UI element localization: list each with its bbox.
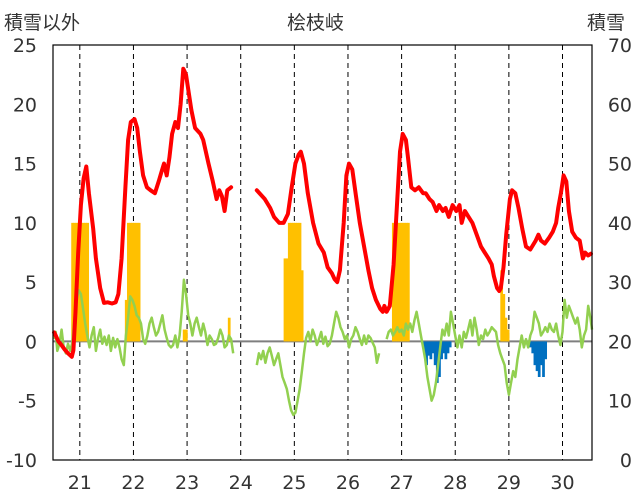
positive-bar [77, 222, 81, 342]
negative-bar [423, 341, 426, 354]
negative-bar [446, 341, 450, 354]
positive-bar [182, 329, 186, 342]
positive-bar [287, 222, 291, 342]
snow-depth-line [52, 66, 234, 359]
negative-bar [448, 341, 452, 348]
negative-bar [425, 341, 428, 366]
left-tick-label: 10 [13, 213, 37, 235]
x-tick-label: 28 [443, 472, 467, 494]
positive-bar [300, 270, 304, 342]
temperature-line [255, 310, 381, 417]
temperature-line [52, 278, 235, 367]
left-tick-label: -10 [6, 450, 37, 472]
positive-bar [133, 222, 137, 342]
positive-bar [402, 222, 406, 342]
left-tick-label: -5 [18, 391, 37, 413]
positive-bar [73, 222, 77, 342]
positive-bar [500, 270, 504, 342]
positive-bar [296, 222, 300, 342]
bar-series [71, 222, 548, 383]
plot-frame [52, 44, 593, 461]
x-tick-label: 24 [229, 472, 253, 494]
x-tick-label: 29 [497, 472, 521, 494]
positive-bar [290, 222, 293, 342]
positive-bar [504, 317, 508, 342]
positive-bar [86, 222, 89, 342]
negative-bar [531, 341, 535, 354]
tick-labels: -10 -5 0 5 10 15 20 25 0 10 20 30 40 50 60 70 21 22 23 24 25… [6, 35, 632, 494]
snow-depth-series [52, 66, 593, 359]
right-tick-label: 40 [608, 213, 632, 235]
negative-bar [427, 341, 431, 356]
positive-bar [227, 317, 231, 342]
positive-bar [298, 222, 302, 342]
positive-bar [129, 222, 132, 342]
positive-bar [71, 222, 74, 342]
positive-bar [406, 222, 410, 342]
positive-bar [404, 222, 408, 342]
negative-bar [442, 341, 446, 354]
positive-bar [283, 258, 287, 342]
positive-bar [394, 222, 397, 342]
positive-bar [400, 222, 404, 342]
x-tick-label: 25 [282, 472, 306, 494]
chart-title: 桧枝岐 [287, 12, 345, 34]
negative-bar [544, 341, 548, 360]
positive-bar [292, 222, 295, 342]
left-tick-label: 5 [25, 272, 37, 294]
negative-bar [535, 341, 539, 372]
negative-bar [533, 341, 537, 366]
negative-bar [429, 341, 433, 360]
right-tick-label: 30 [608, 272, 632, 294]
negative-bar [444, 341, 448, 360]
positive-bar [398, 222, 402, 342]
axes [52, 44, 593, 461]
negative-bar [539, 341, 543, 366]
positive-bar [81, 222, 85, 342]
positive-bar [285, 258, 289, 342]
x-tick-label: 23 [175, 472, 199, 494]
negative-bar [440, 341, 443, 360]
positive-bar [184, 329, 188, 342]
left-tick-label: 15 [13, 154, 37, 176]
positive-bar [294, 222, 298, 342]
positive-bar [127, 222, 130, 342]
x-tick-label: 21 [68, 472, 92, 494]
right-tick-label: 0 [620, 450, 632, 472]
positive-bar [137, 222, 141, 342]
snow-depth-line [254, 131, 593, 314]
right-tick-label: 20 [608, 331, 632, 353]
negative-bar [537, 341, 541, 377]
left-tick-label: 25 [13, 35, 37, 57]
x-tick-label: 22 [121, 472, 145, 494]
negative-bar [431, 341, 435, 354]
x-tick-label: 26 [336, 472, 360, 494]
right-tick-label: 10 [608, 391, 632, 413]
left-tick-label: 20 [13, 94, 37, 116]
positive-bar [79, 222, 83, 342]
positive-bar [506, 329, 510, 342]
positive-bar [84, 222, 87, 342]
positive-bar [131, 222, 135, 342]
x-tick-label: 27 [390, 472, 414, 494]
temperature-line [385, 298, 594, 402]
x-tick-label: 30 [550, 472, 574, 494]
right-tick-label: 60 [608, 94, 632, 116]
left-tick-label: 0 [25, 331, 37, 353]
temperature-series [52, 278, 594, 417]
right-tick-label: 50 [608, 154, 632, 176]
positive-bar [502, 294, 506, 342]
positive-bar [124, 299, 128, 342]
negative-bar [542, 341, 545, 377]
positive-bar [396, 222, 399, 342]
negative-bar [433, 341, 437, 366]
left-axis-label: 積雪以外 [4, 12, 81, 34]
positive-bar [135, 222, 139, 342]
negative-bar [529, 341, 532, 348]
right-tick-label: 70 [608, 35, 632, 57]
right-axis-label: 積雪 [587, 12, 626, 34]
